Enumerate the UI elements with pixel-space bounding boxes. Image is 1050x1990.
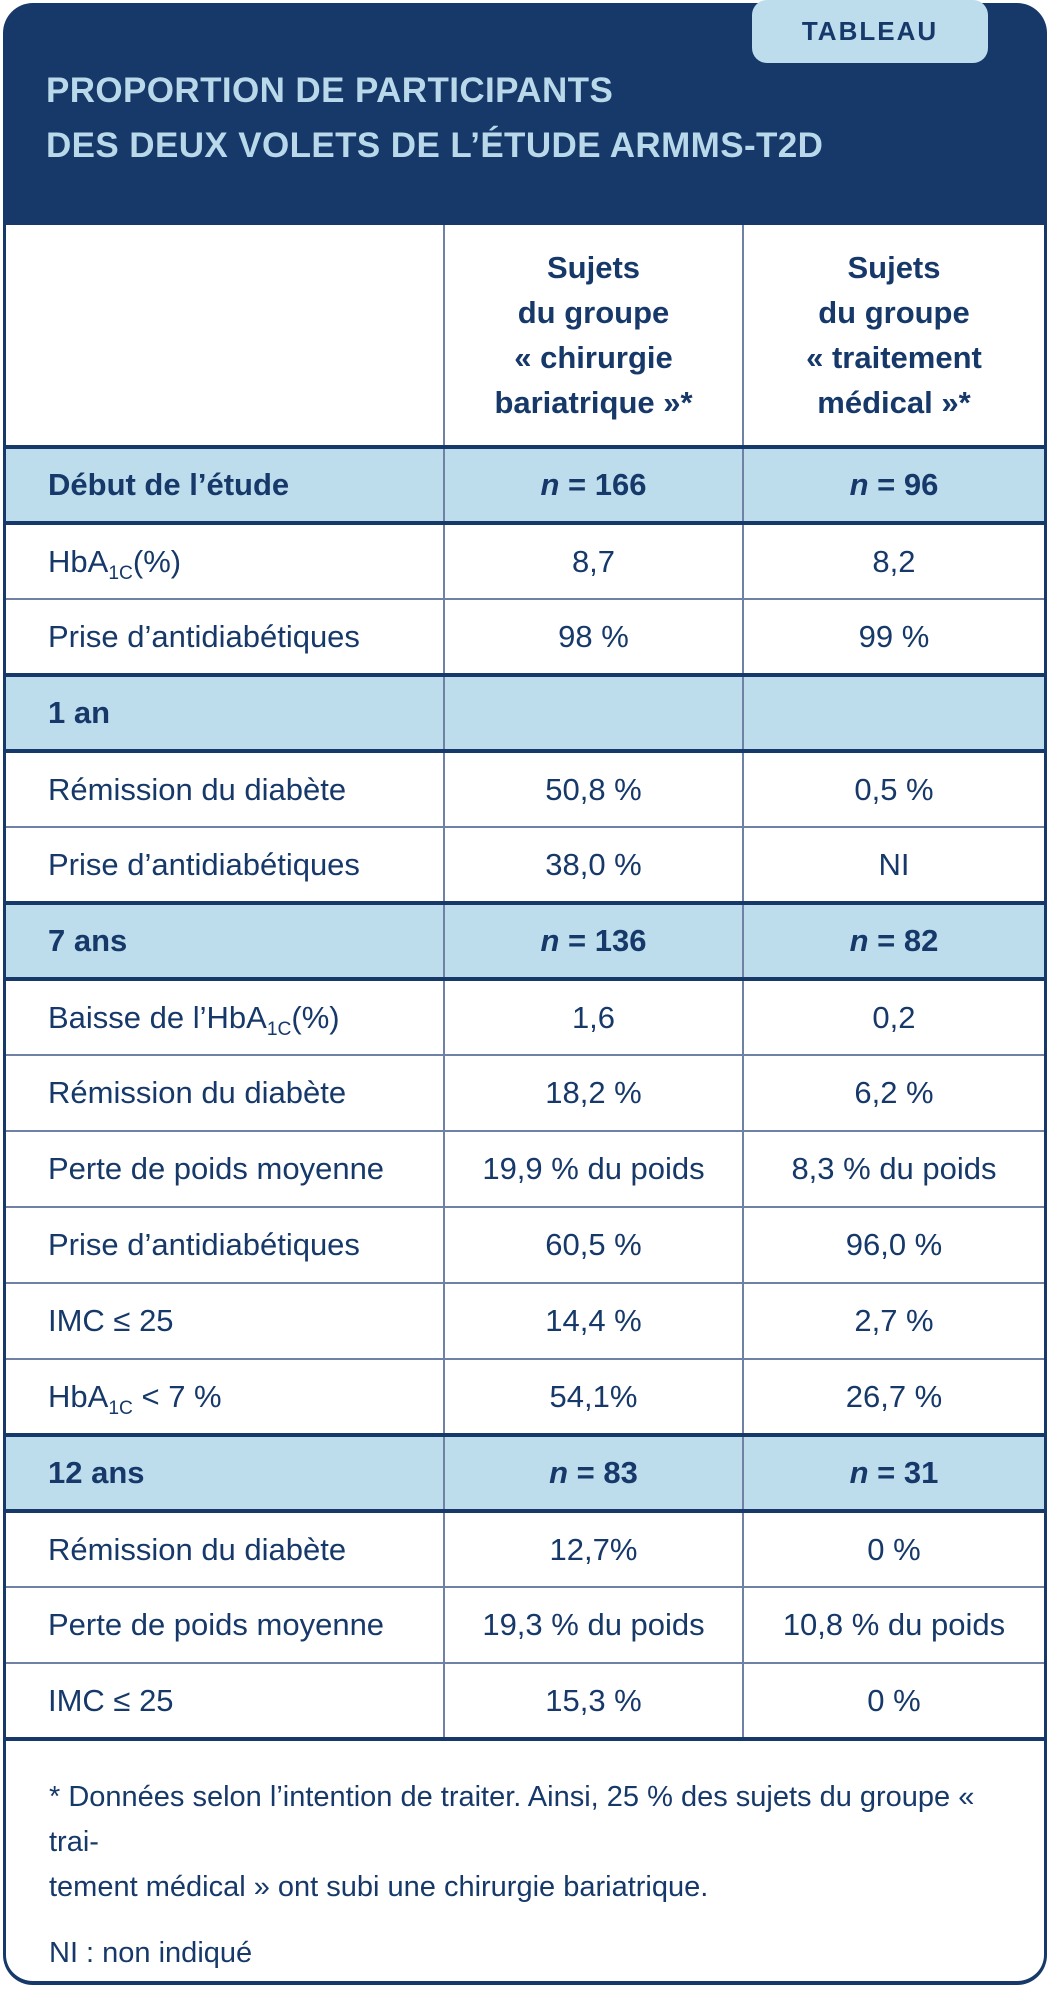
footnote-cell: * Données selon l’intention de traiter. … — [6, 1737, 1044, 1981]
table-row-data: Prise d’antidiabétiques 98 % 99 % — [6, 598, 1044, 675]
value-surgery-group: 50,8 % — [443, 750, 743, 827]
table-row-data: Rémission du diabète 50,8 % 0,5 % — [6, 750, 1044, 827]
value-medical-group: 2,7 % — [741, 1282, 1044, 1359]
table-body: Début de l’étude n = 166 n = 96 HbA1C(%) 8,7… — [6, 445, 1044, 1739]
value-surgery-group: 8,7 — [443, 522, 743, 599]
row-label: HbA1C < 7 % — [6, 1358, 445, 1435]
value-medical-group: 8,3 % du poids — [741, 1130, 1044, 1207]
value-surgery-group: 54,1% — [443, 1358, 743, 1435]
footnote-row: * Données selon l’intention de traiter. … — [6, 1737, 1044, 1981]
row-label: Perte de poids moyenne — [6, 1130, 445, 1207]
value-medical-group: 0,2 — [741, 978, 1044, 1055]
value-medical-group — [741, 673, 1044, 753]
row-label: Rémission du diabète — [6, 750, 445, 827]
footnote-ni: NI : non indiqué — [49, 1937, 253, 1969]
column-header-surgery-group: Sujets du groupe « chirurgie bariatrique »* — [443, 225, 743, 447]
footnote-asterisk: * Données selon l’intention de traiter. … — [49, 1781, 975, 1903]
table-row-data: HbA1C < 7 % 54,1% 26,7 % — [6, 1358, 1044, 1435]
table-row-section: 7 ans n = 136 n = 82 — [6, 901, 1044, 981]
table-row-data: Rémission du diabète 18,2 % 6,2 % — [6, 1054, 1044, 1131]
data-table: Sujets du groupe « chirurgie bariatrique »*… — [6, 225, 1044, 1981]
row-label: 1 an — [6, 673, 445, 753]
value-surgery-group: n = 136 — [443, 901, 743, 981]
table-row-data: Perte de poids moyenne 19,3 % du poids 10,… — [6, 1586, 1044, 1663]
row-label: Rémission du diabète — [6, 1054, 445, 1131]
row-label: 7 ans — [6, 901, 445, 981]
column-header-medical-group: Sujets du groupe « traitement médical »* — [741, 225, 1044, 447]
table-row-data: Baisse de l’HbA1C(%) 1,6 0,2 — [6, 978, 1044, 1055]
value-medical-group: n = 96 — [741, 445, 1044, 525]
value-medical-group: 26,7 % — [741, 1358, 1044, 1435]
value-medical-group: 0,5 % — [741, 750, 1044, 827]
row-label: Perte de poids moyenne — [6, 1586, 445, 1663]
table-frame: Sujets du groupe « chirurgie bariatrique »*… — [3, 225, 1047, 1985]
value-surgery-group: 19,9 % du poids — [443, 1130, 743, 1207]
value-surgery-group: 38,0 % — [443, 826, 743, 903]
figure-title: PROPORTION DE PARTICIPANTS DES DEUX VOLE… — [46, 63, 823, 173]
row-label: Prise d’antidiabétiques — [6, 1206, 445, 1283]
value-medical-group: n = 31 — [741, 1433, 1044, 1513]
row-label: IMC ≤ 25 — [6, 1662, 445, 1739]
value-medical-group: 99 % — [741, 598, 1044, 675]
table-row-data: Prise d’antidiabétiques 38,0 % NI — [6, 826, 1044, 903]
value-surgery-group: n = 83 — [443, 1433, 743, 1513]
table-row-section: 12 ans n = 83 n = 31 — [6, 1433, 1044, 1513]
column-header-empty — [6, 225, 445, 447]
column-header-row: Sujets du groupe « chirurgie bariatrique »*… — [6, 225, 1044, 447]
row-label: Rémission du diabète — [6, 1510, 445, 1587]
row-label: 12 ans — [6, 1433, 445, 1513]
table-row-section: Début de l’étude n = 166 n = 96 — [6, 445, 1044, 525]
value-medical-group: 96,0 % — [741, 1206, 1044, 1283]
value-surgery-group: 12,7% — [443, 1510, 743, 1587]
row-label: Prise d’antidiabétiques — [6, 598, 445, 675]
value-surgery-group: 60,5 % — [443, 1206, 743, 1283]
table-row-data: IMC ≤ 25 15,3 % 0 % — [6, 1662, 1044, 1739]
title-line-2: DES DEUX VOLETS DE L’ÉTUDE ARMMS-T2D — [46, 126, 824, 165]
value-surgery-group: 1,6 — [443, 978, 743, 1055]
value-surgery-group: 19,3 % du poids — [443, 1586, 743, 1663]
table-row-data: IMC ≤ 25 14,4 % 2,7 % — [6, 1282, 1044, 1359]
row-label: Baisse de l’HbA1C(%) — [6, 978, 445, 1055]
badge-label: TABLEAU — [801, 16, 939, 46]
value-medical-group: NI — [741, 826, 1044, 903]
value-surgery-group: 18,2 % — [443, 1054, 743, 1131]
value-surgery-group: 98 % — [443, 598, 743, 675]
table-row-data: HbA1C(%) 8,7 8,2 — [6, 522, 1044, 599]
table-row-section: 1 an — [6, 673, 1044, 753]
row-label: HbA1C(%) — [6, 522, 445, 599]
value-medical-group: 6,2 % — [741, 1054, 1044, 1131]
value-medical-group: 10,8 % du poids — [741, 1586, 1044, 1663]
title-line-1: PROPORTION DE PARTICIPANTS — [46, 71, 614, 110]
tableau-badge: TABLEAU — [752, 0, 988, 63]
value-surgery-group: 14,4 % — [443, 1282, 743, 1359]
table-row-data: Prise d’antidiabétiques 60,5 % 96,0 % — [6, 1206, 1044, 1283]
value-surgery-group: n = 166 — [443, 445, 743, 525]
table-row-data: Rémission du diabète 12,7% 0 % — [6, 1510, 1044, 1587]
row-label: IMC ≤ 25 — [6, 1282, 445, 1359]
table-row-data: Perte de poids moyenne 19,9 % du poids 8,3… — [6, 1130, 1044, 1207]
value-medical-group: 0 % — [741, 1662, 1044, 1739]
value-surgery-group: 15,3 % — [443, 1662, 743, 1739]
value-surgery-group — [443, 673, 743, 753]
value-medical-group: n = 82 — [741, 901, 1044, 981]
value-medical-group: 0 % — [741, 1510, 1044, 1587]
row-label: Prise d’antidiabétiques — [6, 826, 445, 903]
row-label: Début de l’étude — [6, 445, 445, 525]
value-medical-group: 8,2 — [741, 522, 1044, 599]
